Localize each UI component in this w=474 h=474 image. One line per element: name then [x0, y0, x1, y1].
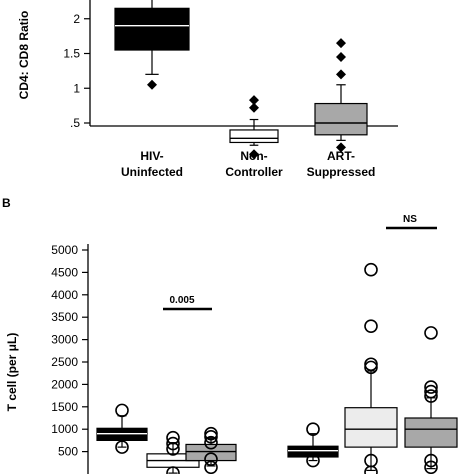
b-ytick-label: 3500 — [51, 310, 78, 324]
a-category-line: Uninfected — [121, 165, 183, 179]
a-box-1-outlier-2 — [249, 95, 259, 106]
b-y-axis-label: T cell (per μL) — [5, 333, 19, 412]
b-box-4-outlier-1 — [364, 453, 378, 468]
a-box-2-outlier-0 — [336, 142, 346, 153]
b-box-4-box — [344, 407, 398, 448]
a-category-line: Non- — [240, 149, 267, 163]
a-ytick-label: 1 — [73, 81, 80, 95]
b-box-5-outlier-2 — [424, 389, 438, 403]
a-ytick-label: 1.5 — [63, 47, 80, 61]
b-box-2-outlier-4 — [204, 426, 218, 441]
a-box-1-box — [229, 129, 279, 144]
b-box-2-outlier-1 — [204, 452, 218, 467]
a-category-label-2: ART- Suppressed — [307, 149, 376, 179]
b-box-5-outlier-3 — [424, 384, 438, 399]
a-box-0-outlier-0 — [147, 79, 157, 90]
b-sig-label-1: NS — [403, 214, 417, 225]
b-box-5-outlier-0 — [424, 460, 438, 474]
a-box-2-outlier-2 — [336, 51, 346, 62]
b-box-1-outlier-2 — [166, 436, 180, 451]
a-box-2-box — [314, 102, 368, 136]
b-sig-label-0: 0.005 — [169, 295, 194, 306]
b-box-2-outlier-0 — [204, 460, 218, 474]
b-ytick-label: 500 — [58, 445, 78, 459]
b-box-0-outlier-1 — [115, 403, 129, 418]
panel-b: B 500 1000 1500 2000 2500 3000 3500 4000 4500 5000… — [2, 196, 458, 474]
b-box-1-outlier-0 — [166, 466, 180, 474]
b-box-5-outlier-5 — [424, 326, 438, 340]
a-box-2-outlier-3 — [336, 38, 346, 49]
b-box-5-outlier-1 — [424, 453, 438, 468]
a-box-1-outlier-1 — [249, 102, 259, 113]
b-ytick-label: 2000 — [51, 377, 78, 391]
a-y-axis-label: CD4: CD8 Ratio — [17, 11, 31, 100]
panel-a: .511.522.533.5CD4: CD8 RatioHIV-Uninfect… — [17, 0, 398, 179]
b-ytick-label: 4500 — [51, 265, 78, 279]
b-box-3-outlier-0 — [306, 453, 320, 468]
a-box-1-outlier-0 — [249, 149, 259, 160]
a-category-line: HIV- — [140, 149, 163, 163]
b-ytick-label: 3000 — [51, 333, 78, 347]
b-box-2-outlier-2 — [204, 435, 218, 450]
a-category-line: Controller — [225, 165, 283, 179]
b-box-4-outlier-5 — [364, 262, 378, 277]
a-category-line: Suppressed — [307, 165, 376, 179]
b-ytick-label: 2500 — [51, 355, 78, 369]
b-ytick-label: 1500 — [51, 400, 78, 414]
b-box-3-outlier-1 — [306, 422, 320, 437]
b-box-1-outlier-1 — [166, 442, 180, 456]
b-box-0-outlier-0 — [115, 440, 129, 454]
b-ytick-label: 4000 — [51, 288, 78, 302]
b-ytick-label: 5000 — [51, 243, 78, 257]
a-category-label-1: Non- Controller — [225, 149, 283, 179]
a-box-0-box — [114, 7, 190, 51]
a-ytick-label: .5 — [70, 116, 80, 130]
a-category-label-0: HIV- Uninfected — [121, 149, 183, 179]
b-box-3-box — [287, 445, 339, 458]
b-box-1-outlier-3 — [166, 430, 180, 445]
b-box-4-outlier-3 — [364, 357, 378, 372]
b-box-5-box — [404, 417, 458, 448]
a-box-2-outlier-1 — [336, 69, 346, 80]
b-box-4-outlier-4 — [364, 319, 378, 333]
b-ytick-label: 1000 — [51, 422, 78, 436]
b-panel-label: B — [2, 196, 11, 210]
b-box-5-outlier-4 — [424, 380, 438, 394]
a-ytick-label: 2 — [73, 12, 80, 26]
a-category-line: ART- — [327, 149, 355, 163]
